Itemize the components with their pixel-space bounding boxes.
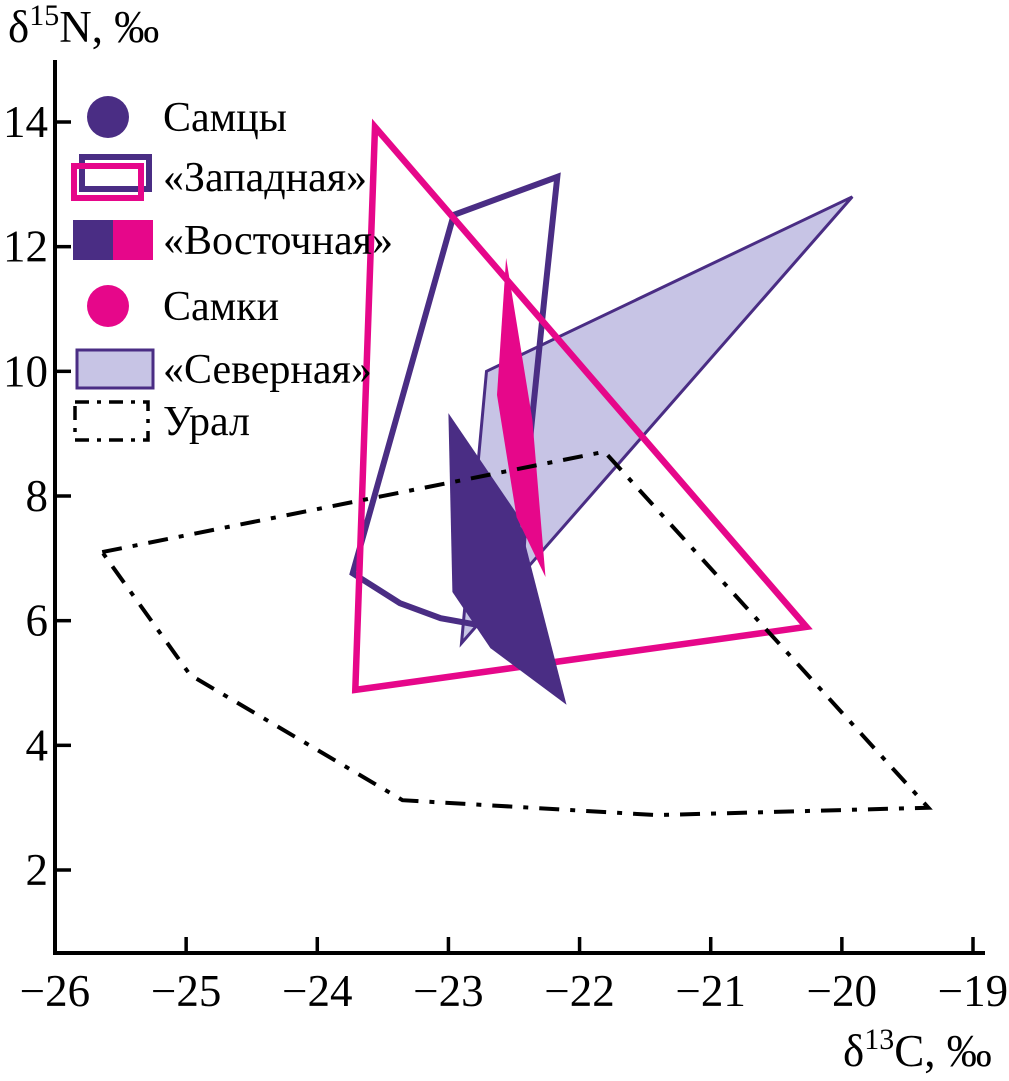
x-tick-label: −23	[413, 966, 483, 1016]
legend-label: «Восточная»	[163, 218, 393, 264]
legend-swatch-circle	[87, 285, 129, 327]
polygon-vostochnaya-males	[448, 413, 567, 705]
legend-item-vostochnaya: «Восточная»	[73, 218, 393, 264]
x-tick-label: −21	[676, 966, 746, 1016]
legend-swatch-outline-1	[79, 154, 152, 192]
axes: −26 −25 −24 −23 −22 −21 −20 −19 2 4 6 8 10 12 14 δ15N, …	[3, 0, 1008, 1076]
y-tick-label: 10	[3, 346, 48, 396]
legend-label: «Северная»	[163, 347, 372, 393]
legend-label: Самки	[163, 284, 279, 330]
legend-label: Урал	[163, 399, 250, 445]
x-tick-label: −25	[151, 966, 221, 1016]
polygon-zapadnaya-females	[351, 118, 813, 694]
polygon-vostochnaya-females	[497, 257, 546, 577]
x-tick-label: −20	[807, 966, 877, 1016]
x-tick-label: −22	[544, 966, 614, 1016]
legend-item-ural: Урал	[73, 399, 250, 445]
legend-item-zapadnaya: «Западная»	[71, 154, 367, 201]
y-tick-label: 12	[3, 222, 48, 272]
legend-item-samtsy: Самцы	[87, 95, 287, 141]
y-axis-title: δ15N, ‰	[8, 0, 159, 52]
legend-item-samki: Самки	[87, 284, 279, 330]
legend-swatch-right	[113, 220, 153, 260]
polygon-zapadnaya-males	[349, 172, 561, 639]
y-tick-label: 8	[26, 471, 49, 521]
legend-label: Самцы	[163, 95, 287, 141]
legend-label: «Западная»	[163, 155, 367, 201]
legend: Самцы «Западная» «Восточная» Самки «Северная…	[71, 95, 393, 445]
legend-swatch-left	[73, 220, 113, 260]
y-tick-label: 4	[26, 720, 49, 770]
x-tick-label: −19	[938, 966, 1008, 1016]
y-tick-label: 2	[26, 845, 49, 895]
legend-swatch-filled	[75, 348, 155, 390]
y-tick-label: 6	[26, 596, 49, 646]
y-tick-label: 14	[3, 97, 48, 147]
x-tick-label: −26	[20, 966, 90, 1016]
legend-swatch-outline-2	[71, 163, 144, 201]
x-axis-title: δ13C, ‰	[843, 1023, 992, 1076]
legend-swatch-circle	[87, 96, 129, 138]
x-tick-label: −24	[282, 966, 352, 1016]
legend-item-severnaya: «Северная»	[75, 347, 372, 393]
data-polygons	[98, 118, 933, 818]
legend-swatch-dashed	[73, 400, 150, 442]
